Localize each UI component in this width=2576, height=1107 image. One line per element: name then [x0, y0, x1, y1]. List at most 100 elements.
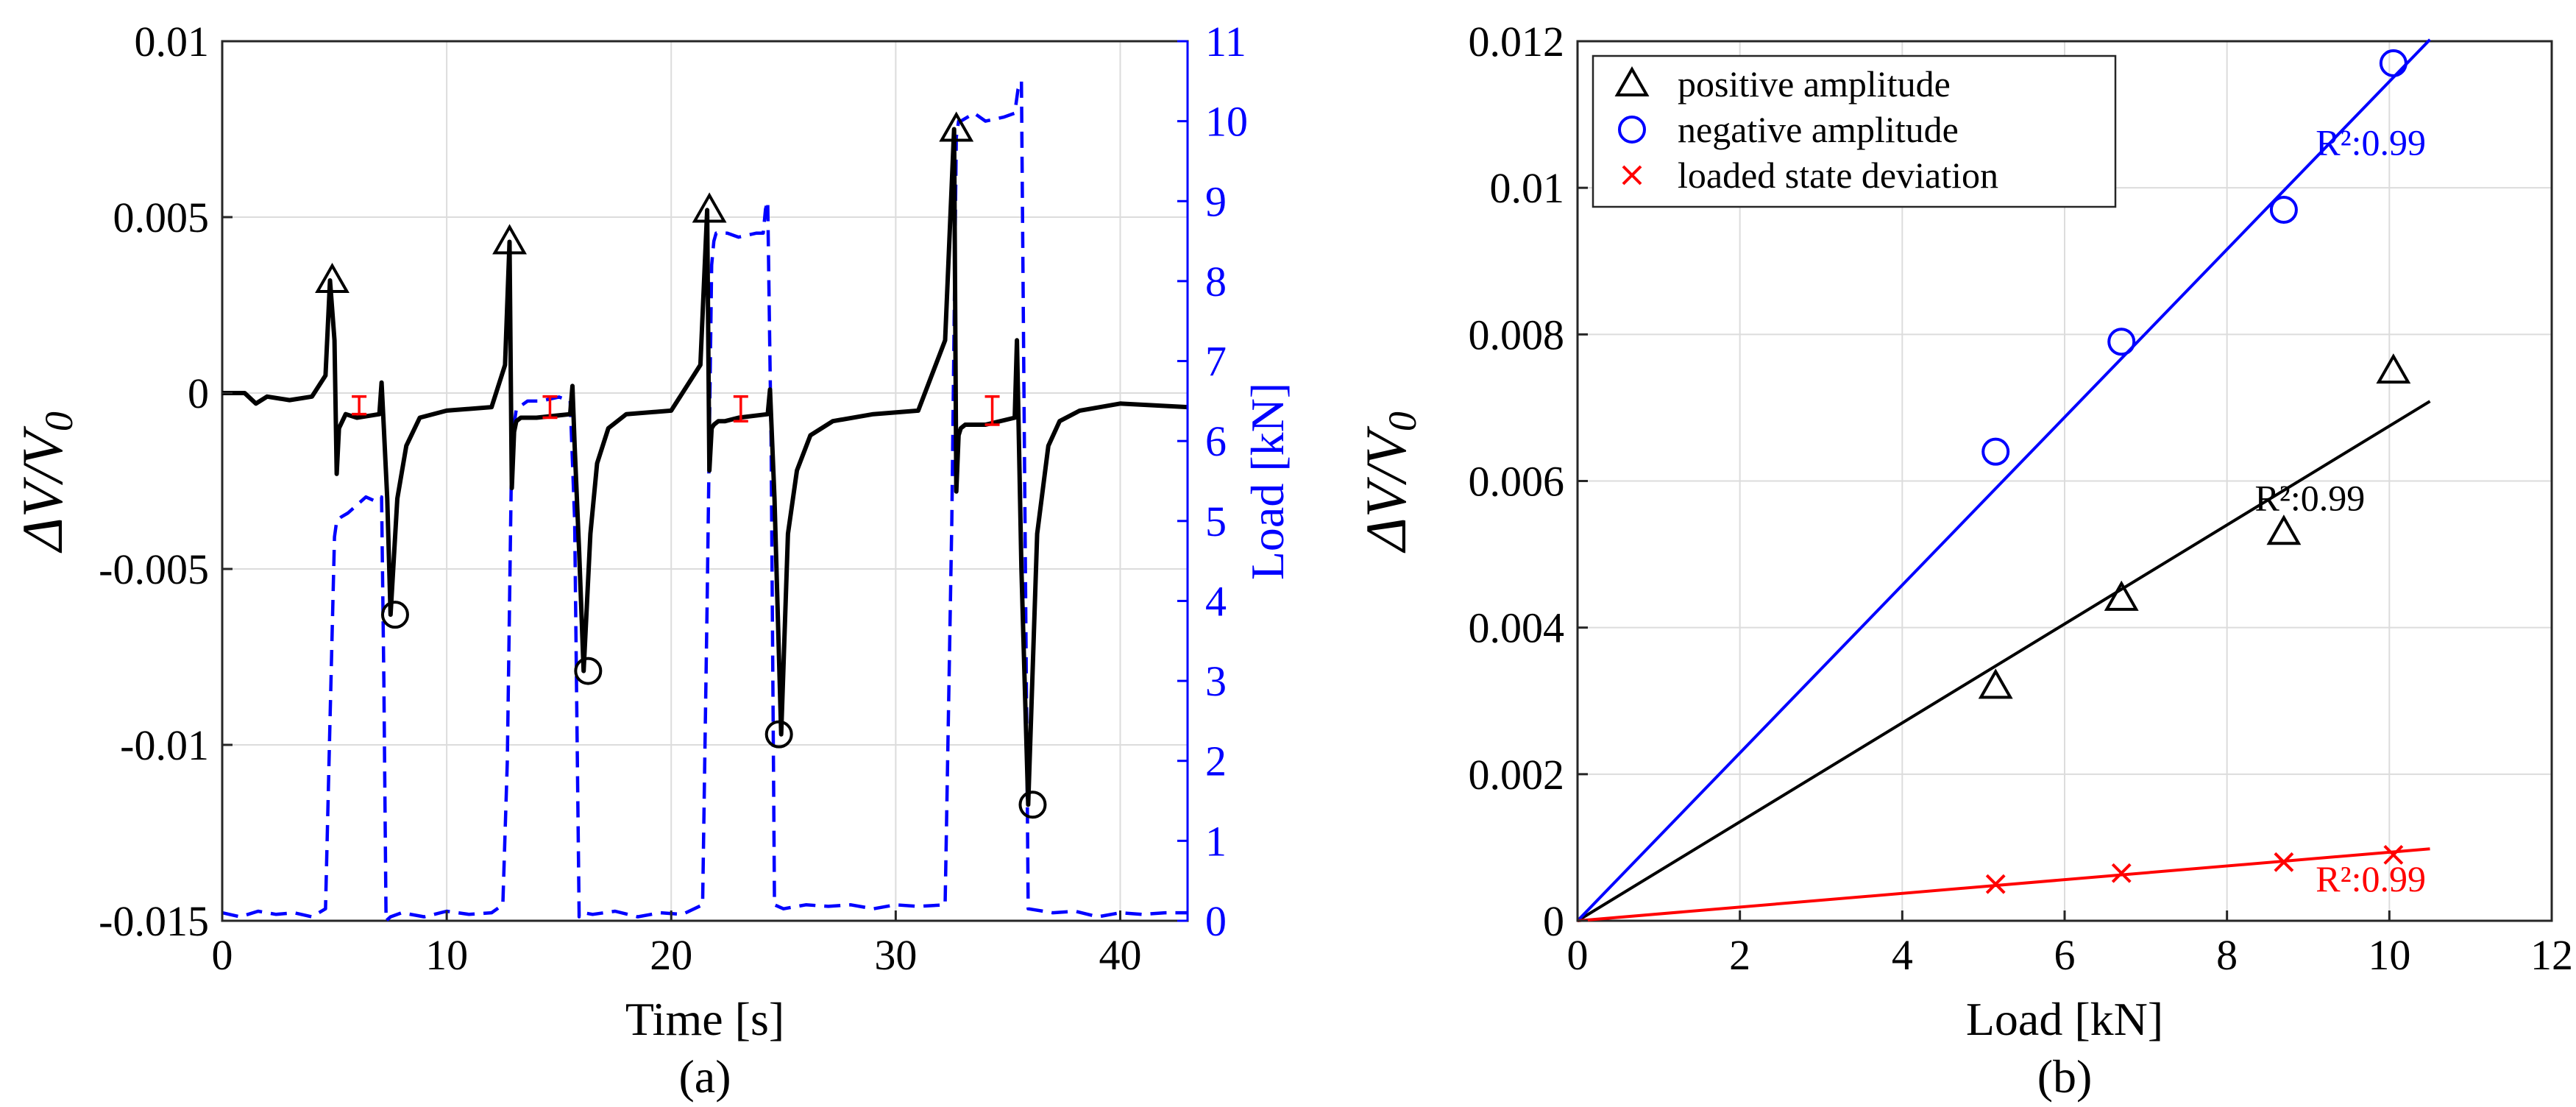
- negative-peak-marker: [574, 657, 603, 685]
- y2-tick-label: 2: [1205, 738, 1227, 785]
- x-tick-label: 8: [2216, 931, 2238, 979]
- fit-line-1: [1576, 38, 2431, 922]
- panel-b-y-ticks: 0 0.002 0.004 0.006 0.008 0.01 0.012: [1469, 18, 1588, 945]
- panel-b-y-label-sub: 0: [1380, 411, 1424, 431]
- data-point-triangle: [2104, 580, 2139, 611]
- positive-peak-marker: [939, 111, 974, 142]
- x-tick-label: 40: [1099, 931, 1141, 979]
- legend-marker-x: [1622, 165, 1642, 185]
- data-point-triangle: [2376, 353, 2411, 384]
- negative-peak-marker: [764, 720, 793, 749]
- x-tick-label: 6: [2054, 931, 2076, 979]
- panel-a-caption: (a): [678, 1050, 731, 1103]
- signal-series-group: [222, 127, 1188, 807]
- load-series-group: [221, 79, 1188, 923]
- y-tick-label: 0.01: [135, 18, 210, 66]
- y-tick-label: 0.006: [1469, 458, 1565, 506]
- positive-peak-marker: [315, 263, 350, 294]
- y-tick-label: 0.002: [1469, 751, 1565, 799]
- x-tick-label: 12: [2530, 931, 2573, 979]
- data-point-x: [2111, 863, 2132, 883]
- panel-a-y-label-sub: 0: [37, 411, 81, 431]
- y2-tick-label: 11: [1205, 18, 1246, 66]
- legend-label: loaded state deviation: [1678, 155, 1998, 196]
- data-point-triangle: [2266, 514, 2302, 545]
- panel-a-x-label: Time [s]: [625, 993, 784, 1045]
- x-tick-label: 10: [425, 931, 468, 979]
- y-tick-label: 0: [188, 369, 209, 417]
- data-point-x: [1985, 874, 2006, 894]
- y2-tick-label: 1: [1205, 817, 1227, 865]
- peak-markers-group: [315, 111, 1047, 819]
- y2-tick-label: 0: [1205, 897, 1227, 945]
- y2-tick-label: 6: [1205, 417, 1227, 465]
- panel-a-y2-ticks: 0 1 2 3 4 5 6 7 8 9 10 11: [1177, 18, 1248, 945]
- legend-marker-triangle: [1614, 66, 1650, 96]
- r2-label-1: R²:0.99: [2316, 121, 2426, 163]
- r2-label-0: R²:0.99: [2254, 477, 2365, 518]
- x-tick-label: 0: [1567, 931, 1589, 979]
- y-tick-label: -0.005: [99, 545, 209, 593]
- positive-peak-marker: [492, 224, 527, 255]
- negative-peak-marker: [380, 601, 409, 629]
- signal-series-line: [222, 127, 1188, 807]
- deviation-markers-group: [352, 395, 1000, 426]
- y2-tick-label: 10: [1205, 98, 1248, 146]
- legend-box: [1592, 54, 2117, 208]
- fit-line-0: [1576, 400, 2431, 922]
- y2-tick-label: 4: [1205, 577, 1227, 625]
- panel-b-caption: (b): [2037, 1050, 2093, 1103]
- panel-a-x-ticks: 0 10 20 30 40: [212, 910, 1141, 979]
- data-point-x: [2274, 852, 2294, 872]
- panel-b: R²:0.99 R²:0.99 R²:0.99 0 2 4 6 8 10 12 0 0.002 0.…: [1354, 18, 2573, 1103]
- negative-peak-marker: [1018, 791, 1047, 819]
- y2-tick-label: 9: [1205, 177, 1227, 225]
- y-tick-label: 0: [1543, 897, 1564, 945]
- fit-lines-group: [1576, 38, 2431, 922]
- positive-peak-marker: [692, 192, 727, 223]
- panel-a-y2-label: Load [kN]: [1241, 383, 1294, 580]
- y2-tick-label: 5: [1205, 498, 1227, 545]
- x-tick-label: 2: [1729, 931, 1750, 979]
- x-tick-label: 0: [212, 931, 233, 979]
- r2-labels-group: R²:0.99 R²:0.99 R²:0.99: [2254, 121, 2425, 899]
- data-point-triangle: [1978, 668, 2013, 699]
- x-tick-label: 10: [2368, 931, 2410, 979]
- y-tick-label: -0.01: [120, 721, 209, 769]
- y2-tick-label: 3: [1205, 657, 1227, 705]
- y2-tick-label: 8: [1205, 258, 1227, 305]
- panel-a-y-ticks: -0.015 -0.01 -0.005 0 0.005 0.01: [99, 18, 233, 945]
- y-tick-label: 0.01: [1490, 164, 1565, 212]
- legend-label: positive amplitude: [1678, 63, 1951, 105]
- panel-a-y-label-main: ΔV/V: [10, 425, 74, 554]
- legend-label: negative amplitude: [1678, 109, 1959, 150]
- y-tick-label: 0.012: [1469, 18, 1565, 66]
- x-tick-label: 4: [1892, 931, 1913, 979]
- y-tick-label: -0.015: [99, 897, 209, 945]
- panel-b-x-ticks: 0 2 4 6 8 10 12: [1567, 910, 2573, 979]
- data-point-circle: [2269, 196, 2298, 224]
- data-point-circle: [2379, 49, 2408, 77]
- panel-b-x-label: Load [kN]: [1966, 993, 2163, 1045]
- panel-a-y-label: ΔV/V0: [10, 411, 81, 554]
- r2-label-2: R²:0.99: [2316, 858, 2426, 899]
- load-series-line: [221, 79, 1188, 923]
- legend-marker-circle: [1618, 116, 1646, 144]
- panel-b-y-label-main: ΔV/V: [1354, 425, 1418, 554]
- panel-b-y-label: ΔV/V0: [1354, 411, 1424, 554]
- x-tick-label: 20: [650, 931, 692, 979]
- y-tick-label: 0.008: [1469, 311, 1565, 358]
- fit-line-2: [1577, 847, 2430, 922]
- data-point-circle: [1981, 437, 2010, 466]
- y2-tick-label: 7: [1205, 338, 1227, 386]
- x-tick-label: 30: [874, 931, 917, 979]
- y-tick-label: 0.004: [1469, 604, 1565, 652]
- data-point-circle: [2107, 328, 2136, 356]
- data-points-group: [1978, 49, 2411, 894]
- data-point-x: [2383, 844, 2404, 865]
